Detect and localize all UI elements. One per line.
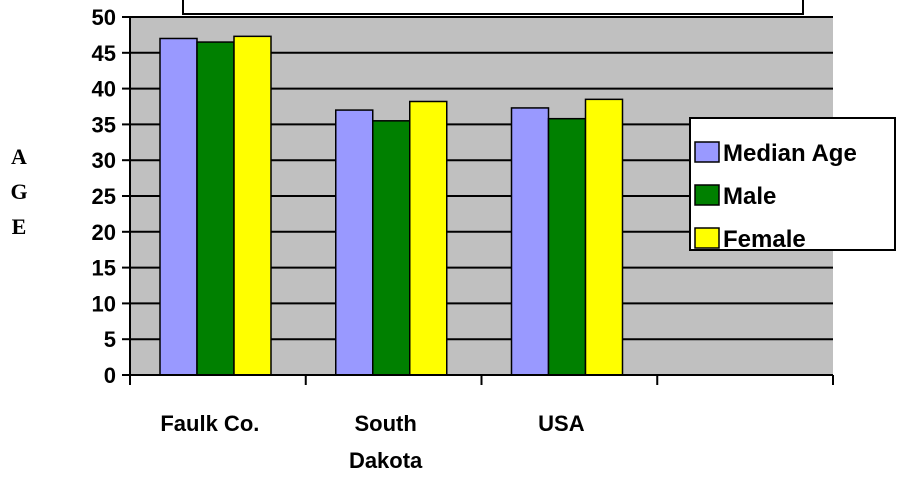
- y-tick-label: 25: [92, 184, 116, 209]
- legend-swatch: [694, 227, 720, 249]
- y-tick-label: 40: [92, 77, 116, 102]
- y-tick-label: 20: [92, 220, 116, 245]
- axes: [122, 16, 834, 385]
- y-axis-label-letter: G: [10, 179, 27, 204]
- bar: [584, 98, 624, 376]
- legend-label: Median Age: [723, 140, 857, 167]
- legend-label: Female: [723, 226, 806, 253]
- bars: [159, 35, 624, 376]
- y-axis-label-letter: A: [11, 144, 27, 169]
- legend-box: [689, 117, 896, 251]
- x-category-label: USA: [538, 411, 585, 436]
- x-category-label: South: [354, 411, 416, 436]
- x-category-label: Dakota: [349, 448, 423, 473]
- y-tick-label: 30: [92, 148, 116, 173]
- y-tick-label: 50: [92, 5, 116, 30]
- bar: [233, 35, 272, 376]
- bar: [409, 100, 448, 376]
- y-tick-label: 5: [104, 327, 116, 352]
- y-tick-label: 15: [92, 256, 116, 281]
- y-axis-label: AGE: [10, 144, 27, 239]
- y-tick-label: 10: [92, 291, 116, 316]
- y-tick-label: 35: [92, 112, 116, 137]
- bar: [510, 107, 550, 376]
- y-axis-label-letter: E: [12, 214, 27, 239]
- bar: [335, 109, 374, 376]
- bar: [196, 41, 235, 376]
- y-tick-label: 0: [104, 363, 116, 388]
- y-tick-labels: 0 5 10 15 20 25 30 35 40 45 50: [92, 5, 116, 388]
- legend-swatch: [694, 141, 720, 163]
- legend-swatch: [694, 184, 720, 206]
- bar: [159, 37, 198, 376]
- bar: [372, 120, 411, 376]
- x-category-label: Faulk Co.: [160, 411, 259, 436]
- legend-label: Male: [723, 183, 776, 210]
- legend: Median Age Male Female: [689, 117, 896, 253]
- bar: [547, 117, 587, 376]
- x-category-labels: Faulk Co. South Dakota USA: [160, 411, 584, 473]
- title-box: [182, 0, 804, 15]
- y-tick-label: 45: [92, 41, 116, 66]
